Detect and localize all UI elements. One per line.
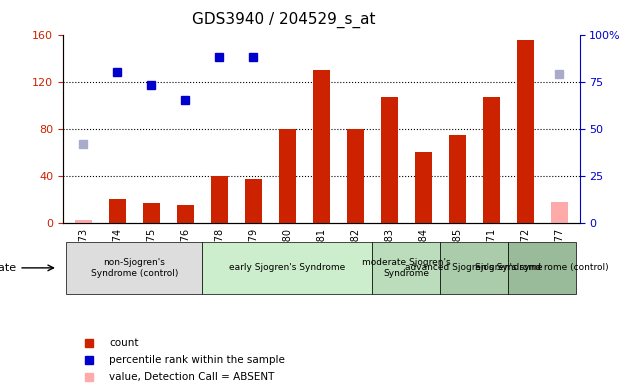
Bar (517, 40, 534, 223)
Bar (381, 97, 398, 223)
Text: advanced Sjogren's Syndrome: advanced Sjogren's Syndrome (406, 263, 543, 272)
Bar (109, 199, 126, 223)
FancyBboxPatch shape (440, 242, 508, 294)
Bar (143, 203, 160, 223)
FancyBboxPatch shape (66, 242, 202, 294)
Text: percentile rank within the sample: percentile rank within the sample (110, 355, 285, 365)
Text: moderate Sjogren's
Syndrome: moderate Sjogren's Syndrome (362, 258, 450, 278)
Bar (551, 202, 568, 223)
FancyBboxPatch shape (372, 242, 440, 294)
FancyBboxPatch shape (508, 242, 576, 294)
Bar (279, 129, 296, 223)
Bar (75, 220, 92, 223)
Bar (211, 176, 228, 223)
Bar (177, 205, 194, 223)
Bar (483, 97, 500, 223)
Text: early Sjogren's Syndrome: early Sjogren's Syndrome (229, 263, 345, 272)
Bar (245, 179, 262, 223)
Text: GDS3940 / 204529_s_at: GDS3940 / 204529_s_at (192, 12, 375, 28)
Text: Sjogren's synd rome (control): Sjogren's synd rome (control) (476, 263, 609, 272)
Text: count: count (110, 338, 139, 348)
Bar (313, 70, 329, 223)
Text: value, Detection Call = ABSENT: value, Detection Call = ABSENT (110, 372, 275, 382)
Text: non-Sjogren's
Syndrome (control): non-Sjogren's Syndrome (control) (91, 258, 178, 278)
Text: disease state: disease state (0, 263, 16, 273)
Bar (415, 152, 432, 223)
Bar (346, 129, 364, 223)
Bar (449, 134, 466, 223)
FancyBboxPatch shape (202, 242, 372, 294)
